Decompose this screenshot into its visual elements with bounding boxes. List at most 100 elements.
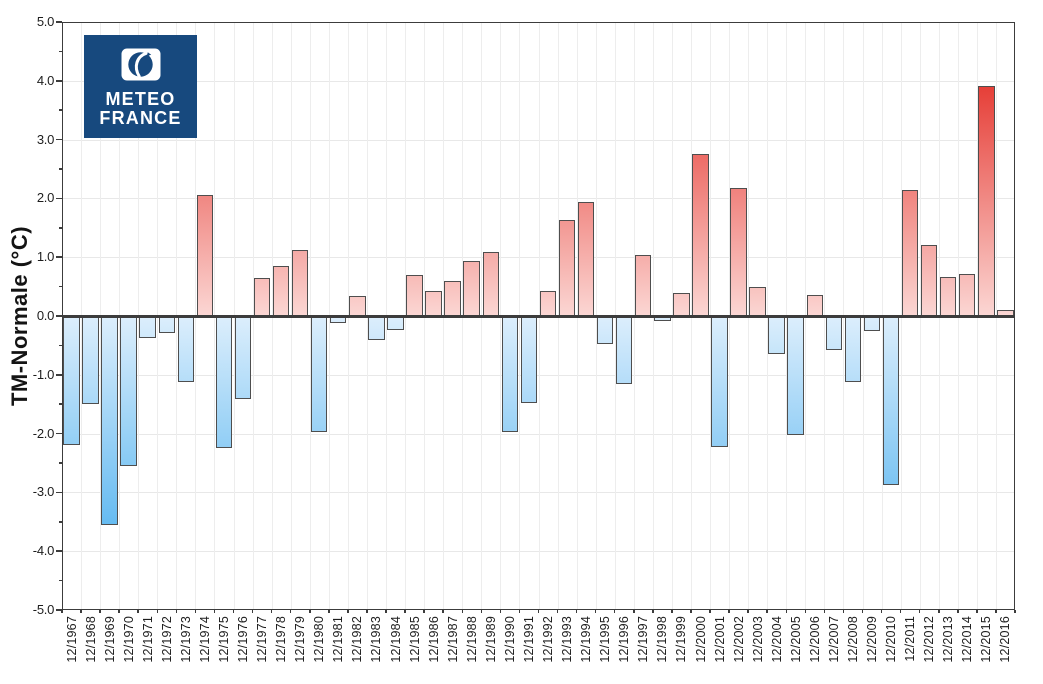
meteo-france-icon: [121, 48, 160, 81]
x-tick-label: 12/1976: [236, 616, 251, 663]
x-tick-label: 12/1978: [274, 616, 289, 663]
x-tick-label: 12/1972: [159, 616, 174, 663]
meteo-france-logo: METEO FRANCE: [84, 35, 197, 138]
x-tick: [270, 610, 273, 613]
x-tick-label: 12/1998: [655, 616, 670, 663]
x-tick-label: 12/1993: [560, 616, 575, 663]
x-tick-label: 12/1984: [388, 616, 403, 663]
x-tick: [366, 610, 368, 613]
bar: [387, 316, 404, 331]
bar: [101, 316, 118, 525]
x-tick-label: 12/2013: [941, 616, 956, 663]
bar: [749, 286, 766, 316]
x-tick-label: 12/2010: [884, 616, 899, 663]
y-tick-label: 4.0: [36, 72, 54, 88]
x-tick: [328, 610, 330, 613]
x-tick: [613, 610, 616, 613]
x-tick-label: 12/1974: [197, 616, 212, 663]
x-tick: [575, 610, 578, 613]
x-tick-label: 12/1969: [102, 616, 117, 663]
x-tick-label: 12/1995: [598, 616, 613, 663]
bar: [177, 316, 194, 383]
x-tick-label: 12/1983: [369, 616, 384, 663]
bar: [787, 316, 804, 436]
x-tick: [766, 610, 768, 613]
x-tick-label: 12/1979: [293, 616, 308, 663]
x-tick-label: 12/2014: [960, 616, 975, 663]
x-tick-label: 12/2006: [807, 616, 822, 663]
x-tick: [728, 610, 730, 613]
x-tick-label: 12/1970: [121, 616, 136, 663]
x-tick-label: 12/1985: [407, 616, 422, 663]
bar: [558, 219, 576, 316]
x-tick-label: 12/2004: [769, 616, 784, 663]
bar: [615, 316, 633, 385]
x-tick-label: 12/1992: [541, 616, 556, 663]
x-tick: [842, 610, 845, 613]
bar: [310, 316, 328, 432]
y-minor-tick: [59, 50, 62, 53]
y-minor-tick: [59, 168, 62, 170]
x-tick-label: 12/1973: [178, 616, 193, 663]
x-tick-label: 12/1990: [502, 616, 517, 663]
x-tick-label: 12/1999: [674, 616, 689, 663]
y-major-tick: [56, 197, 62, 200]
x-tick: [118, 610, 120, 613]
y-tick-label: -1.0: [32, 366, 55, 382]
bar: [673, 293, 690, 316]
x-tick: [804, 610, 807, 613]
bar: [291, 249, 309, 316]
y-major-tick: [56, 80, 62, 82]
x-tick: [995, 610, 997, 613]
bar: [406, 274, 423, 316]
bar: [82, 316, 99, 405]
x-tick-label: 12/1991: [521, 616, 536, 663]
bar: [463, 261, 480, 316]
x-tick-label: 12/1967: [64, 616, 79, 663]
y-minor-tick: [59, 462, 62, 464]
x-tick: [633, 610, 635, 613]
x-tick: [404, 610, 406, 613]
bar: [539, 290, 557, 316]
x-tick: [709, 610, 711, 613]
bar: [120, 316, 137, 466]
x-tick-label: 12/1989: [483, 616, 498, 663]
x-tick: [747, 610, 749, 613]
bar: [196, 195, 214, 316]
bar: [349, 296, 366, 316]
x-tick: [785, 610, 788, 613]
x-tick: [899, 610, 902, 613]
y-tick-label: 5.0: [36, 14, 54, 29]
x-tick: [80, 610, 82, 613]
bar: [425, 290, 442, 316]
x-tick-label: 12/2003: [750, 616, 765, 663]
x-tick-label: 12/1980: [312, 616, 327, 663]
x-tick: [594, 610, 597, 613]
x-tick: [690, 610, 692, 613]
bar: [730, 188, 747, 316]
x-tick-label: 12/2011: [903, 616, 918, 662]
x-tick: [194, 610, 197, 613]
y-major-tick: [56, 609, 62, 611]
bar: [501, 316, 519, 432]
bar: [978, 85, 995, 316]
x-tick: [309, 610, 311, 613]
x-tick: [289, 610, 292, 613]
y-minor-tick: [59, 344, 62, 347]
x-tick: [499, 610, 502, 613]
bar: [158, 316, 175, 334]
x-tick-label: 12/2015: [979, 616, 994, 663]
x-tick: [556, 610, 559, 613]
y-major-tick: [56, 550, 62, 552]
bar: [882, 316, 900, 485]
y-major-tick: [56, 374, 62, 376]
bar: [63, 316, 80, 446]
x-tick: [880, 610, 883, 613]
x-tick-label: 12/2002: [731, 616, 746, 663]
x-tick-label: 12/2012: [922, 616, 937, 663]
x-tick-label: 12/1986: [426, 616, 441, 663]
x-tick: [175, 610, 178, 613]
x-tick: [347, 610, 349, 613]
bar: [253, 278, 271, 316]
y-minor-tick: [59, 403, 62, 405]
